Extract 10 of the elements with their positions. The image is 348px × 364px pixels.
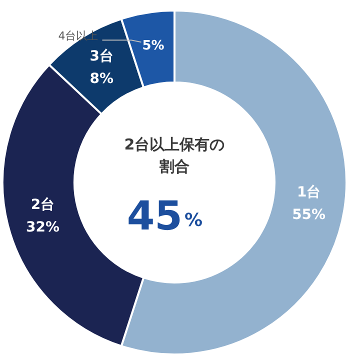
text: 45% [126, 194, 203, 240]
slice-label: 2台 [30, 197, 55, 214]
text: 2台以上保有の [124, 136, 225, 154]
text: 割合 [158, 158, 190, 176]
data-label: 32% [26, 220, 60, 236]
data-label: 55% [292, 206, 326, 223]
slice-label: 3台 [90, 48, 114, 64]
data-label: 8% [90, 70, 114, 87]
data-label: 5% [142, 38, 164, 54]
slice-label: 1台 [296, 184, 321, 201]
